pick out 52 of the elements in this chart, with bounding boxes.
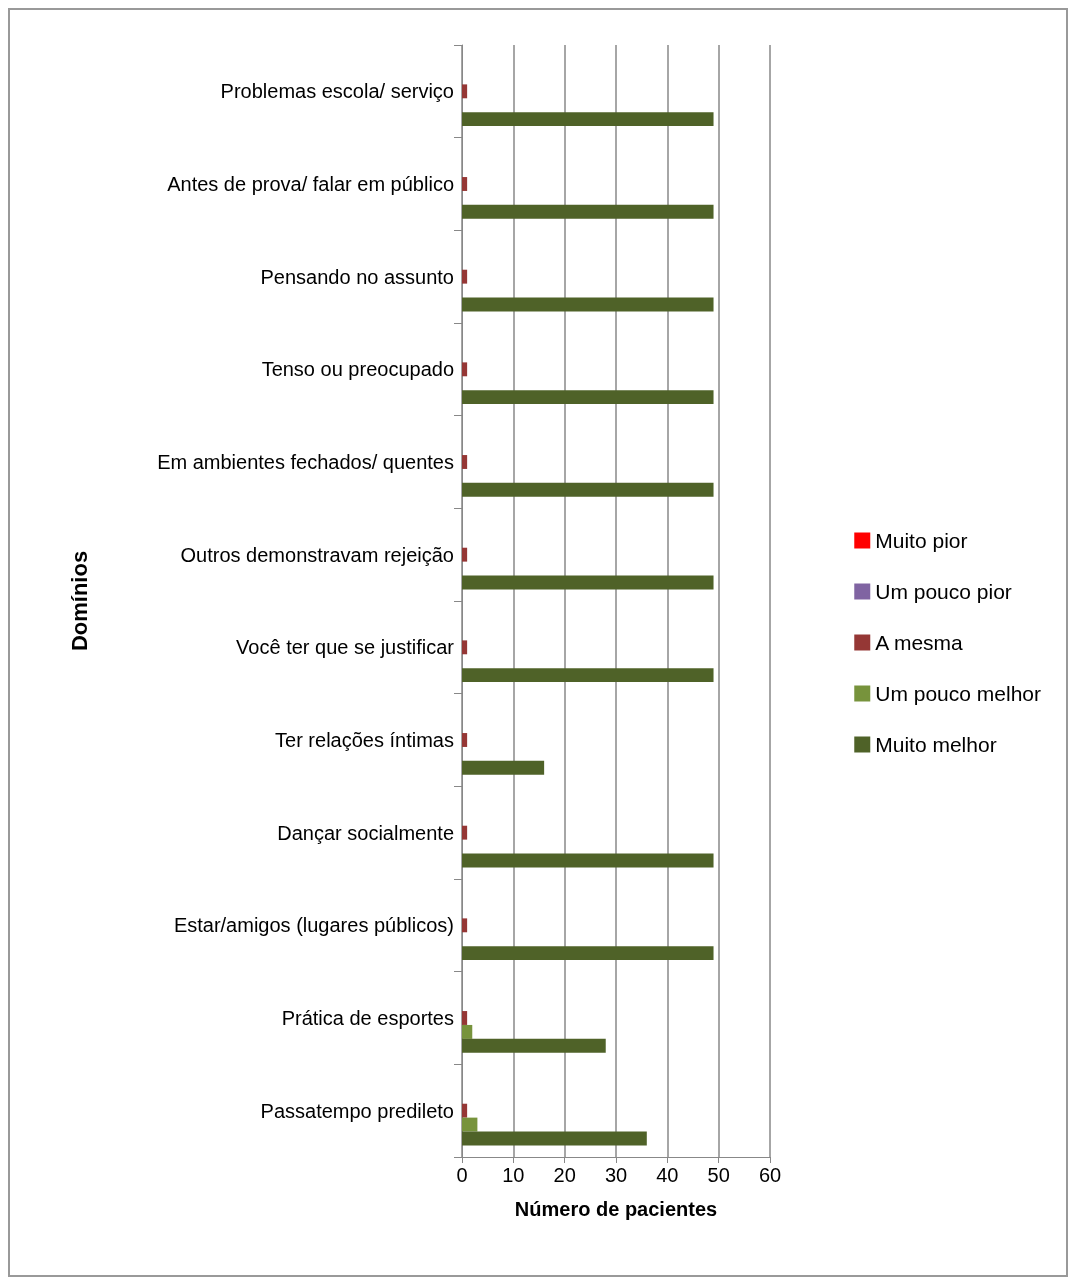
legend-label: Muito melhor (875, 733, 997, 756)
y-tick-label: Pensando no assunto (260, 265, 454, 288)
bar (462, 733, 468, 747)
bar (462, 825, 468, 840)
bar (462, 204, 714, 219)
bar (462, 1038, 606, 1053)
bar (462, 362, 468, 377)
bar (462, 455, 468, 469)
y-tick-label: Ter relações íntimas (275, 729, 454, 751)
bar (462, 1024, 473, 1039)
y-tick-label: Estar/amigos (lugares públicos) (173, 914, 454, 937)
bar (462, 177, 468, 191)
x-tick-label: 60 (758, 1164, 782, 1186)
bar (462, 1011, 468, 1025)
x-tick-label: 40 (656, 1164, 679, 1186)
bar (462, 547, 468, 562)
y-tick-label: Tenso ou preocupado (261, 358, 454, 381)
y-tick-label: Prática de esportes (281, 1007, 454, 1029)
bar (462, 575, 714, 590)
x-tick-label: 10 (502, 1164, 525, 1186)
bar (462, 640, 468, 655)
y-tick-label: Dançar socialmente (277, 821, 454, 844)
bar (462, 946, 714, 961)
legend-label: Um pouco melhor (875, 682, 1042, 705)
bar (462, 853, 714, 868)
legend-label: Um pouco pior (875, 580, 1012, 603)
bar (462, 390, 714, 405)
bar (462, 1117, 478, 1132)
bar (462, 1131, 647, 1146)
y-tick-label: Você ter que se justificar (236, 636, 455, 659)
y-tick-label: Problemas escola/ serviço (220, 80, 454, 103)
bar (462, 760, 545, 775)
bar (462, 84, 468, 99)
bar (462, 112, 714, 127)
x-tick-label: 0 (456, 1164, 468, 1186)
y-tick-label: Passatempo predileto (260, 1099, 454, 1122)
y-tick-label: Antes de prova/ falar em público (167, 173, 454, 195)
legend-label: Muito pior (875, 529, 968, 552)
y-tick-label: Em ambientes fechados/ quentes (157, 451, 454, 473)
x-tick-label: 30 (604, 1164, 628, 1186)
bar (462, 297, 714, 312)
bar (462, 918, 468, 933)
x-tick-label: 50 (707, 1164, 730, 1186)
bar (462, 1103, 468, 1118)
x-axis-title: Número de pacientes (514, 1198, 718, 1220)
y-tick-label: Outros demonstravam rejeição (180, 543, 454, 566)
bar (462, 668, 714, 683)
bar (462, 269, 468, 284)
x-tick-label: 20 (553, 1164, 576, 1186)
legend-label: A mesma (875, 631, 964, 654)
y-axis-title: Domínios (66, 550, 92, 652)
bar (462, 482, 714, 497)
